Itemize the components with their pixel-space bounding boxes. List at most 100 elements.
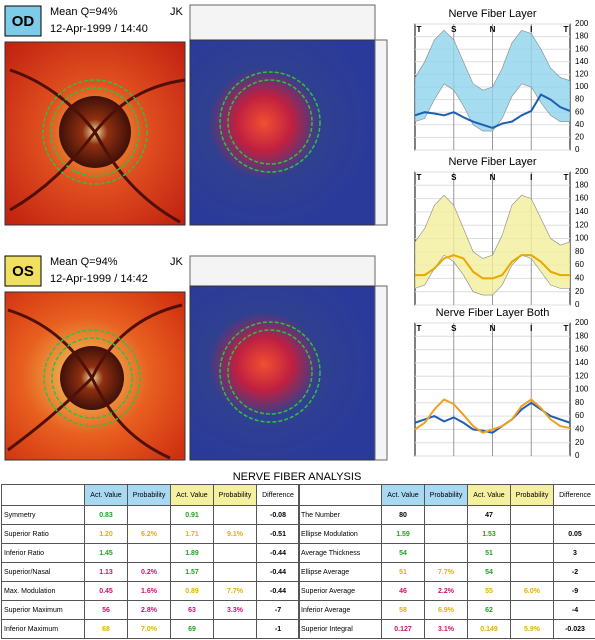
table-row: Ellipse Modulation 1.59 1.53 0.05 bbox=[298, 524, 595, 544]
header-cell: Act. Value bbox=[84, 484, 128, 506]
category-label: S bbox=[451, 173, 457, 182]
header-cell: Probability bbox=[424, 484, 468, 506]
category-label: S bbox=[451, 324, 457, 333]
table-cell: Superior Integral bbox=[298, 619, 382, 639]
table-cell: -0.44 bbox=[256, 543, 300, 563]
table-cell: Ellipse Average bbox=[298, 562, 382, 582]
table-cell: 0.05 bbox=[553, 524, 595, 544]
table-cell bbox=[510, 505, 554, 525]
scan-date: 12-Apr-1999 / 14:40 bbox=[50, 23, 148, 35]
normal-band bbox=[415, 30, 570, 132]
table-cell: 54 bbox=[381, 543, 425, 563]
table-row: Max. Modulation 0.45 1.6% 0.89 7.7% -0.44 bbox=[1, 581, 300, 601]
header-cell bbox=[1, 484, 85, 506]
table-cell: -0.44 bbox=[256, 562, 300, 582]
band-edge bbox=[414, 29, 571, 91]
y-tick-label: 100 bbox=[575, 82, 589, 91]
table-cell: Inferior Ratio bbox=[1, 543, 85, 563]
y-tick-label: 160 bbox=[575, 194, 589, 203]
y-tick-label: 60 bbox=[575, 411, 584, 420]
table-cell: -0.51 bbox=[256, 524, 300, 544]
band-edge bbox=[414, 254, 570, 296]
y-tick-label: 120 bbox=[575, 220, 589, 229]
operator: JK bbox=[170, 256, 184, 268]
y-tick-label: 80 bbox=[575, 398, 584, 407]
y-tick-label: 200 bbox=[575, 167, 589, 176]
y-tick-label: 180 bbox=[575, 180, 589, 189]
table-cell: 1.45 bbox=[84, 543, 128, 563]
table-cell: 62 bbox=[467, 600, 511, 620]
table-cell: 58 bbox=[381, 600, 425, 620]
table-cell: -0.44 bbox=[256, 581, 300, 601]
plot-title: Nerve Fiber Layer bbox=[448, 8, 536, 20]
category-label: I bbox=[530, 25, 532, 34]
y-tick-label: 160 bbox=[575, 44, 589, 53]
scale-bar bbox=[374, 39, 388, 226]
table-cell: -1 bbox=[256, 619, 300, 639]
table-cell: -2 bbox=[553, 562, 595, 582]
table-cell: 3.3% bbox=[213, 600, 257, 620]
table-cell: 3.1% bbox=[424, 619, 468, 639]
nfl-line bbox=[414, 93, 571, 130]
table-cell bbox=[213, 543, 257, 563]
table-cell bbox=[213, 562, 257, 582]
table-cell: 51 bbox=[467, 543, 511, 563]
category-label: T bbox=[417, 324, 422, 333]
ellipse-inner bbox=[51, 337, 133, 419]
table-cell bbox=[424, 543, 468, 563]
table-cell: 0.2% bbox=[127, 562, 171, 582]
table-row: Inferior Maximum 68 7.0% 69 -1 bbox=[1, 619, 300, 639]
table-cell bbox=[127, 505, 171, 525]
eye-badge bbox=[4, 255, 42, 287]
table-cell bbox=[213, 619, 257, 639]
category-label: N bbox=[490, 25, 496, 34]
analysis-title: NERVE FIBER ANALYSIS bbox=[233, 471, 362, 483]
scale-bar bbox=[374, 285, 388, 461]
y-tick-label: 180 bbox=[575, 331, 589, 340]
table-cell bbox=[553, 505, 595, 525]
category-label: T bbox=[564, 324, 569, 333]
vessels bbox=[7, 303, 183, 460]
table-cell: -4 bbox=[553, 600, 595, 620]
header-cell: Act. Value bbox=[381, 484, 425, 506]
y-tick-label: 0 bbox=[575, 145, 580, 154]
table-row: Inferior Ratio 1.45 1.89 -0.44 bbox=[1, 543, 300, 563]
y-tick-label: 80 bbox=[575, 247, 584, 256]
table-cell: Superior Average bbox=[298, 581, 382, 601]
table-cell: 1.57 bbox=[170, 562, 214, 582]
table-cell bbox=[424, 524, 468, 544]
table-cell: 1.6% bbox=[127, 581, 171, 601]
table-cell: 6.2% bbox=[127, 524, 171, 544]
table-cell: -0.08 bbox=[256, 505, 300, 525]
table-cell: 1.71 bbox=[170, 524, 214, 544]
ellipse-outer bbox=[43, 329, 141, 427]
table-cell: Symmetry bbox=[1, 505, 85, 525]
table-cell: 1.89 bbox=[170, 543, 214, 563]
nfl-line bbox=[414, 398, 571, 434]
header-cell: Act. Value bbox=[170, 484, 214, 506]
band-edge bbox=[414, 83, 570, 132]
table-cell bbox=[510, 543, 554, 563]
table-cell: 9.1% bbox=[213, 524, 257, 544]
header-cell: Difference bbox=[256, 484, 300, 506]
y-tick-label: 140 bbox=[575, 207, 589, 216]
table-cell bbox=[510, 600, 554, 620]
y-tick-label: 0 bbox=[575, 300, 580, 309]
category-label: S bbox=[451, 25, 457, 34]
y-tick-label: 40 bbox=[575, 274, 584, 283]
table-row: Average Thickness 54 51 3 bbox=[298, 543, 595, 563]
table-row: Superior Ratio 1.20 6.2% 1.71 9.1% -0.51 bbox=[1, 524, 300, 544]
vessels bbox=[9, 68, 186, 224]
table-cell: 55 bbox=[467, 581, 511, 601]
ellipse-inner bbox=[227, 79, 313, 165]
y-tick-label: 40 bbox=[575, 425, 584, 434]
y-tick-label: 200 bbox=[575, 19, 589, 28]
table-cell: 0.127 bbox=[381, 619, 425, 639]
table-cell: 3 bbox=[553, 543, 595, 563]
table-cell: Max. Modulation bbox=[1, 581, 85, 601]
y-tick-label: 100 bbox=[575, 234, 589, 243]
header-cell: Probability bbox=[127, 484, 171, 506]
table-cell: 63 bbox=[170, 600, 214, 620]
table-cell: Superior Ratio bbox=[1, 524, 85, 544]
table-cell: 2.2% bbox=[424, 581, 468, 601]
